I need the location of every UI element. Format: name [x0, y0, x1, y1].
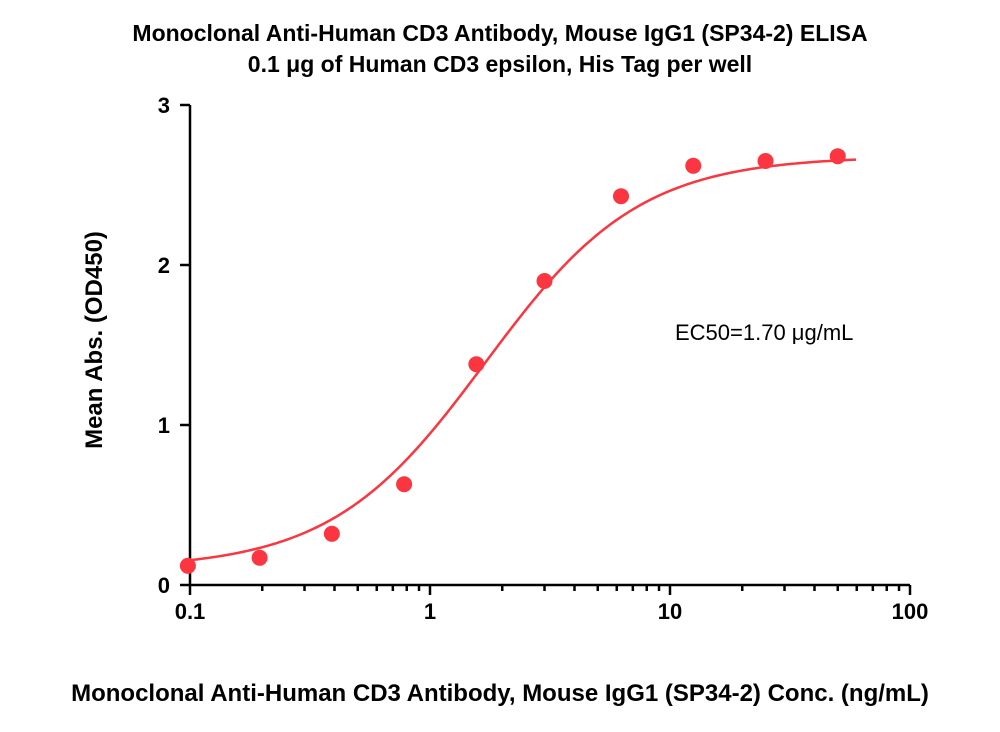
data-point: [830, 148, 846, 164]
y-axis-label: Mean Abs. (OD450): [81, 231, 109, 449]
data-point: [613, 188, 629, 204]
svg-text:3: 3: [158, 93, 170, 118]
ec50-annotation: EC50=1.70 μg/mL: [675, 320, 853, 346]
data-point: [685, 158, 701, 174]
svg-text:100: 100: [892, 599, 929, 624]
title-line-1: Monoclonal Anti-Human CD3 Antibody, Mous…: [132, 20, 867, 46]
svg-text:0: 0: [158, 573, 170, 598]
svg-text:0.1: 0.1: [175, 599, 206, 624]
chart-container: Monoclonal Anti-Human CD3 Antibody, Mous…: [0, 0, 1000, 732]
data-point: [252, 550, 268, 566]
data-point: [180, 558, 196, 574]
data-point: [537, 273, 553, 289]
x-axis-label: Monoclonal Anti-Human CD3 Antibody, Mous…: [0, 680, 1000, 708]
svg-text:1: 1: [424, 599, 436, 624]
title-line-2: 0.1 μg of Human CD3 epsilon, His Tag per…: [248, 51, 752, 77]
svg-text:2: 2: [158, 253, 170, 278]
data-point: [758, 153, 774, 169]
svg-text:1: 1: [158, 413, 170, 438]
data-point: [468, 356, 484, 372]
chart-title: Monoclonal Anti-Human CD3 Antibody, Mous…: [0, 18, 1000, 80]
data-point: [396, 476, 412, 492]
svg-text:10: 10: [658, 599, 682, 624]
data-point: [324, 526, 340, 542]
